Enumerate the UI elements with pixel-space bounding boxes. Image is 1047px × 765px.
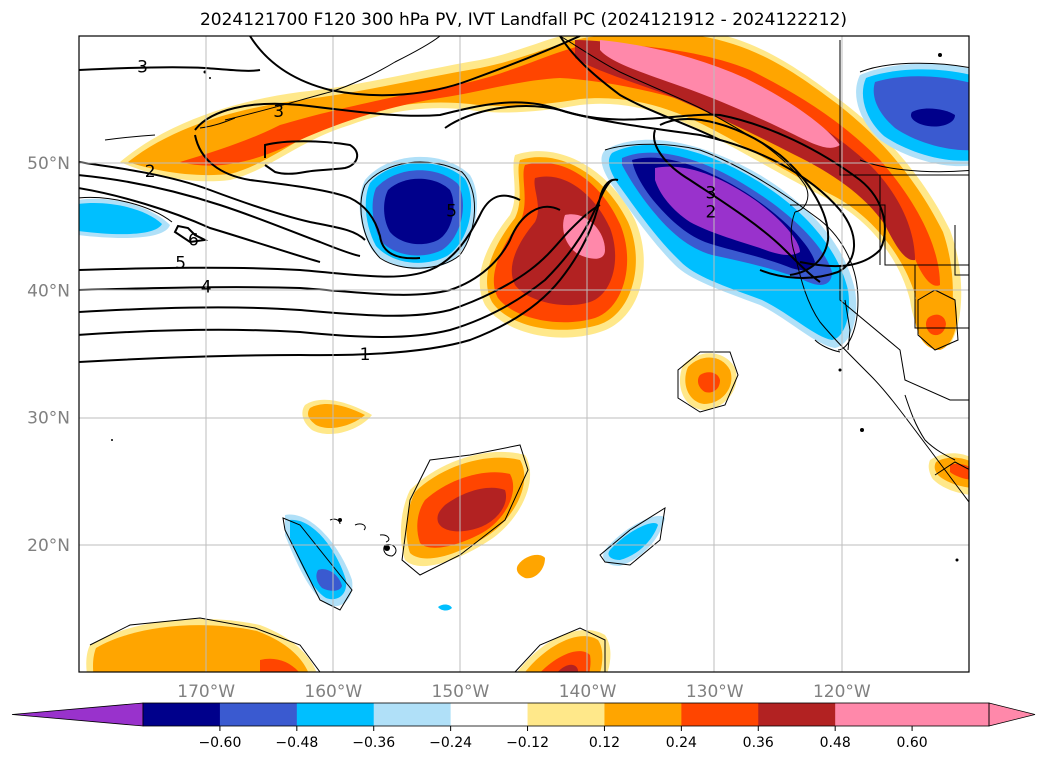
lon-tick-label: 160°W	[304, 682, 362, 702]
colorbar-tick-label: 0.36	[743, 735, 774, 751]
pv-contour-label: 3	[705, 183, 716, 203]
lat-tick-label: 20°N	[27, 536, 70, 556]
latitude-tick-labels: 20°N 30°N 40°N 50°N	[27, 154, 70, 556]
lat-tick-label: 40°N	[27, 281, 70, 301]
colorbar-tick-label: 0.24	[666, 735, 697, 751]
ivt-positive-anomaly-subtropical	[86, 288, 969, 672]
pv-contour-label: 5	[446, 201, 457, 221]
colorbar-frame	[142, 702, 990, 727]
ivt-negative-anomaly-coastal	[601, 139, 857, 348]
lon-tick-label: 140°W	[559, 682, 617, 702]
pv-contour-label: 5	[175, 253, 186, 273]
pv-contours	[79, 36, 886, 363]
pv-contour-label: 3	[137, 58, 148, 78]
pv-contour-label: 3	[273, 102, 284, 122]
colorbar-segment	[373, 703, 452, 726]
lat-tick-label: 30°N	[27, 409, 70, 429]
colorbar-segment	[681, 703, 759, 726]
plot-frame	[78, 35, 970, 673]
map-title: 2024121700 F120 300 hPa PV, IVT Landfall…	[199, 10, 847, 30]
pv-contour-label: 4	[201, 278, 212, 298]
islands	[111, 53, 959, 562]
pv-contour-label: 1	[360, 345, 371, 365]
gridlines	[79, 36, 969, 672]
pv-contour-label: 2	[705, 203, 716, 223]
colorbar-segment	[143, 703, 221, 726]
colorbar-segment	[219, 703, 298, 726]
lat-tick-label: 50°N	[27, 154, 70, 174]
coastlines	[79, 36, 969, 672]
colorbar-segment	[296, 703, 375, 726]
colorbar-segment	[835, 703, 913, 726]
colorbar-segment	[527, 703, 605, 726]
colorbar-segment	[758, 703, 836, 726]
colorbar-tick-label: 0.48	[820, 735, 851, 751]
colorbar-tick-label: −0.36	[352, 735, 395, 751]
colorbar-tick-label: −0.24	[429, 735, 472, 751]
ivt-negative-anomaly-other	[79, 63, 969, 611]
colorbar-segment	[450, 703, 529, 726]
pv-contour-label: 2	[145, 162, 156, 182]
colorbar: −0.60 −0.48 −0.36 −0.24 −0.12 0.12 0.24 0.36 0.4…	[11, 702, 1036, 751]
lon-tick-label: 130°W	[686, 682, 744, 702]
ivt-positive-anomaly-jet	[120, 36, 962, 346]
lon-tick-label: 170°W	[177, 682, 235, 702]
colorbar-extend-max	[988, 702, 1036, 727]
colorbar-tick-label: 0.12	[589, 735, 620, 751]
lon-tick-label: 150°W	[432, 682, 490, 702]
lon-tick-label: 120°W	[813, 682, 871, 702]
colorbar-tick-label: −0.60	[198, 735, 241, 751]
colorbar-tick-label: −0.48	[275, 735, 318, 751]
colorbar-segment	[912, 703, 990, 726]
ivt-negative-anomaly-cutoff	[359, 156, 478, 270]
pv-contour-label: 6	[188, 231, 199, 251]
colorbar-tick-label: 0.60	[897, 735, 928, 751]
colorbar-tick-label: −0.12	[506, 735, 549, 751]
longitude-tick-labels: 170°W 160°W 150°W 140°W 130°W 120°W	[177, 682, 871, 702]
colorbar-segment	[604, 703, 682, 726]
colorbar-extend-min	[11, 702, 144, 727]
